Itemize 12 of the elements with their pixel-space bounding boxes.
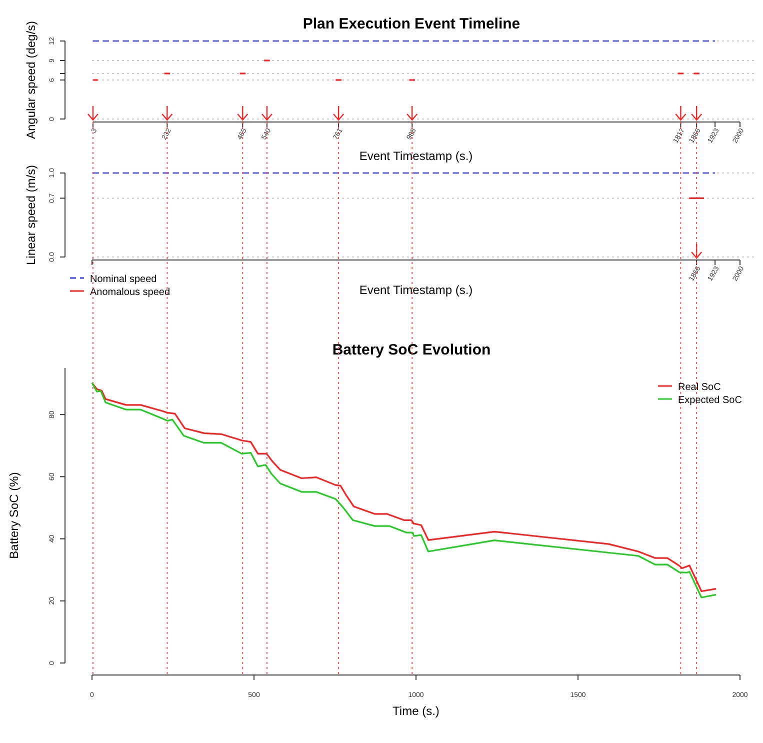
x-axis-title: Time (s.) bbox=[392, 704, 440, 718]
chart-title: Plan Execution Event Timeline bbox=[302, 15, 520, 32]
legend-label: Expected SoC bbox=[678, 395, 742, 406]
y-axis-title: Battery SoC (%) bbox=[7, 472, 21, 559]
chart-title: Battery SoC Evolution bbox=[332, 341, 491, 358]
y-axis-title: Linear speed (m/s) bbox=[24, 164, 38, 266]
x-axis-title: Event Timestamp (s.) bbox=[359, 283, 473, 297]
y-axis-title: Angular speed (deg/s) bbox=[24, 20, 38, 140]
x-axis-title: Event Timestamp (s.) bbox=[359, 149, 473, 163]
legend-label: Anomalous speed bbox=[90, 287, 170, 298]
legend-label: Real SoC bbox=[678, 382, 721, 393]
legend-label: Nominal speed bbox=[90, 274, 157, 285]
